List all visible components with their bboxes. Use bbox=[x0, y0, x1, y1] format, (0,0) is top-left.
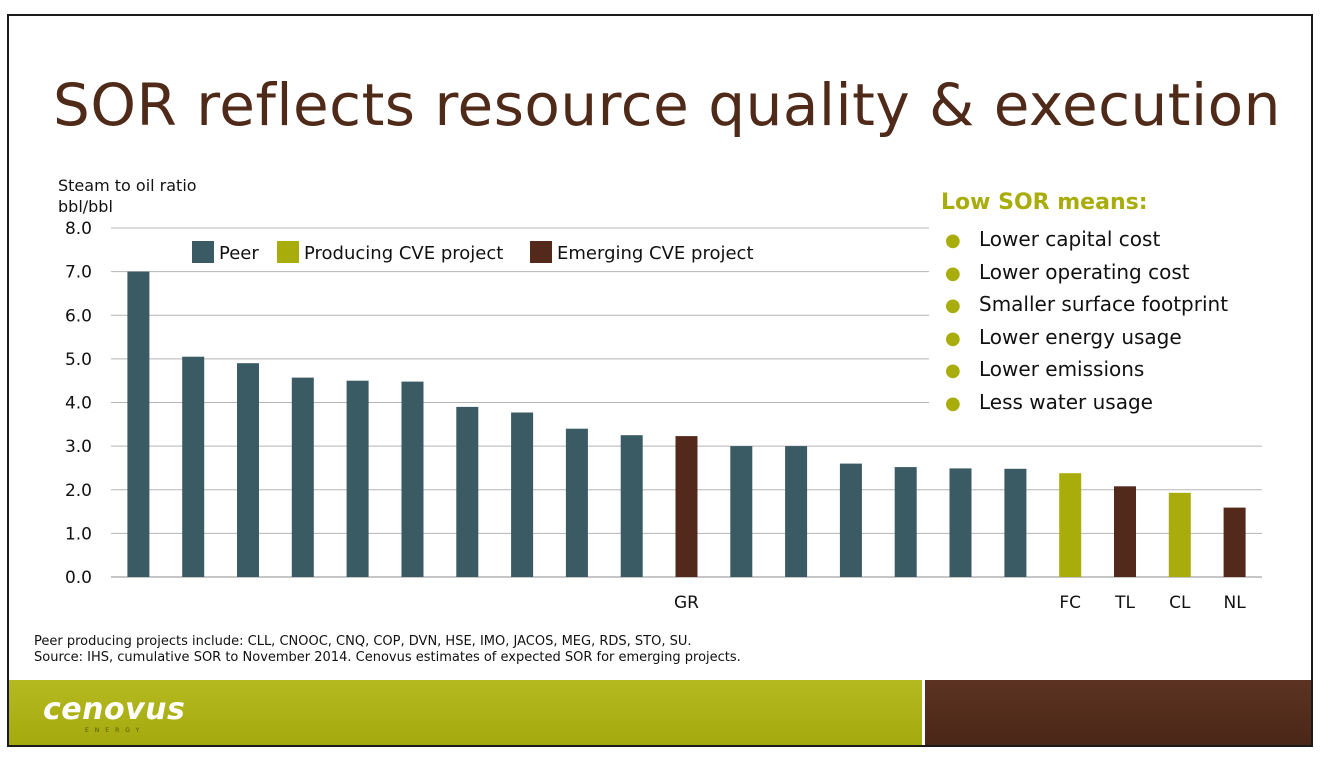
legend-peer-swatch bbox=[192, 241, 214, 263]
bar bbox=[839, 463, 862, 577]
bullet-dot-icon: ● bbox=[945, 327, 961, 349]
low-sor-item: ● Smaller surface footprint bbox=[941, 289, 1228, 322]
y-tick-label: 5.0 bbox=[65, 350, 92, 370]
x-category-label: TL bbox=[1114, 593, 1135, 613]
sor-bar-chart: 0.0 1.0 2.0 3.0 4.0 5.0 6.0 7.0 8.0 GR FC TL CL NL bbox=[65, 219, 1262, 613]
bar bbox=[1059, 473, 1082, 577]
bar bbox=[785, 446, 808, 577]
x-category-label: GR bbox=[674, 593, 699, 613]
bar bbox=[949, 468, 972, 577]
low-sor-item-text: Lower capital cost bbox=[979, 227, 1161, 251]
legend-peer: Peer bbox=[192, 241, 259, 265]
y-tick-label: 7.0 bbox=[65, 263, 92, 283]
y-axis-label: Steam to oil ratio bbl/bbl bbox=[58, 175, 197, 217]
bar bbox=[894, 467, 917, 577]
bar bbox=[401, 381, 424, 577]
y-tick-label: 6.0 bbox=[65, 306, 92, 326]
low-sor-item: ● Lower energy usage bbox=[941, 322, 1228, 355]
x-category-label: FC bbox=[1059, 593, 1081, 613]
footer-green-band: cenovus ENERGY bbox=[9, 680, 922, 745]
bar bbox=[620, 435, 643, 577]
legend-emerging: Emerging CVE project bbox=[530, 241, 754, 265]
legend-emerging-swatch bbox=[530, 241, 552, 263]
bar bbox=[1168, 492, 1191, 577]
bar bbox=[1004, 468, 1027, 577]
bar bbox=[456, 406, 479, 577]
footnotes: Peer producing projects include: CLL, CN… bbox=[34, 634, 741, 666]
low-sor-item-text: Lower emissions bbox=[979, 357, 1145, 381]
x-category-label: NL bbox=[1223, 593, 1246, 613]
low-sor-panel: Low SOR means: ● Lower capital cost ● Lowe… bbox=[941, 188, 1228, 419]
bullet-dot-icon: ● bbox=[945, 295, 961, 316]
low-sor-item-text: Lower energy usage bbox=[979, 324, 1182, 349]
low-sor-item: ● Less water usage bbox=[941, 387, 1228, 420]
y-tick-label: 8.0 bbox=[65, 219, 92, 239]
cenovus-logo: cenovus bbox=[43, 692, 186, 727]
bar bbox=[675, 436, 698, 577]
low-sor-list: ● Lower capital cost ● Lower operating cos… bbox=[941, 224, 1228, 419]
legend-producing-label: Producing CVE project bbox=[304, 243, 504, 264]
low-sor-item: ● Lower operating cost bbox=[941, 257, 1228, 290]
bar bbox=[1114, 486, 1136, 577]
bullet-dot-icon: ● bbox=[945, 360, 961, 381]
y-tick-label: 4.0 bbox=[65, 394, 92, 414]
bar bbox=[1223, 507, 1246, 577]
footer-bar: cenovus ENERGY bbox=[9, 680, 1311, 745]
legend-peer-label: Peer bbox=[219, 243, 259, 264]
bullet-dot-icon: ● bbox=[945, 262, 961, 284]
low-sor-title: Low SOR means: bbox=[941, 190, 1148, 215]
y-axis-label-line-1: Steam to oil ratio bbox=[58, 176, 197, 195]
x-category-label: CL bbox=[1169, 593, 1191, 613]
footnote-source: Source: IHS, cumulative SOR to November … bbox=[34, 650, 741, 665]
bar bbox=[346, 380, 369, 577]
legend-emerging-label: Emerging CVE project bbox=[557, 243, 754, 264]
bullet-dot-icon: ● bbox=[945, 230, 961, 251]
y-tick-label: 2.0 bbox=[65, 481, 92, 501]
bar bbox=[291, 377, 314, 577]
y-tick-label: 3.0 bbox=[65, 437, 92, 457]
bar bbox=[127, 271, 150, 577]
low-sor-item: ● Lower capital cost bbox=[941, 224, 1228, 257]
y-tick-label: 0.0 bbox=[65, 568, 92, 588]
bar bbox=[565, 428, 588, 577]
bar bbox=[730, 446, 753, 577]
y-axis-label-line-2: bbl/bbl bbox=[58, 197, 113, 216]
bar bbox=[511, 412, 534, 577]
legend-producing: Producing CVE project bbox=[277, 241, 503, 265]
footer-brown-band bbox=[922, 680, 1311, 745]
slide-title: SOR reflects resource quality & executio… bbox=[53, 71, 1281, 139]
slide: SOR reflects resource quality & executio… bbox=[7, 14, 1313, 747]
low-sor-item-text: Less water usage bbox=[979, 389, 1153, 414]
legend-producing-swatch bbox=[277, 241, 299, 263]
bar bbox=[182, 356, 205, 577]
y-tick-label: 1.0 bbox=[65, 524, 92, 544]
bullet-dot-icon: ● bbox=[945, 392, 961, 414]
low-sor-item-text: Lower operating cost bbox=[979, 259, 1190, 284]
footnote-peers: Peer producing projects include: CLL, CN… bbox=[34, 634, 692, 649]
low-sor-item-text: Smaller surface footprint bbox=[979, 292, 1229, 316]
low-sor-item: ● Lower emissions bbox=[941, 354, 1228, 387]
bar bbox=[237, 363, 259, 577]
cenovus-logo-subtitle: ENERGY bbox=[85, 727, 146, 734]
